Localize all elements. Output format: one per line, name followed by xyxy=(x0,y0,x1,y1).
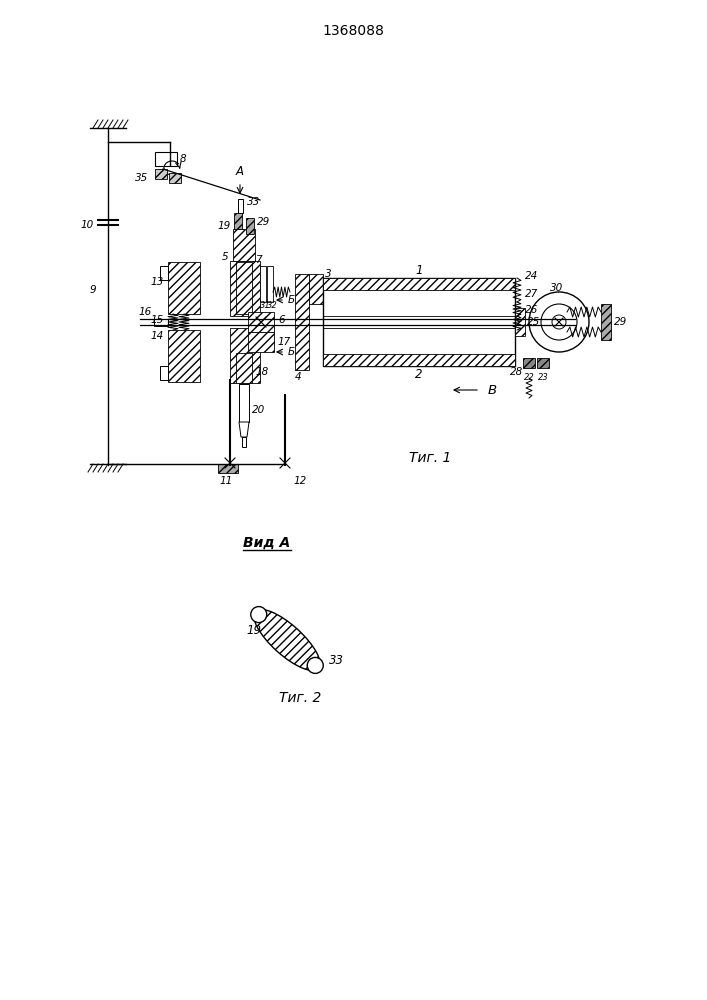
Text: 28: 28 xyxy=(510,367,523,377)
Bar xyxy=(260,266,266,302)
Text: Б: Б xyxy=(288,295,295,305)
Text: 1: 1 xyxy=(415,263,423,276)
Ellipse shape xyxy=(254,609,320,671)
Text: 12: 12 xyxy=(293,476,306,486)
Text: 32: 32 xyxy=(267,302,278,310)
Text: Τиг. 1: Τиг. 1 xyxy=(409,451,451,465)
Bar xyxy=(154,319,168,326)
Bar xyxy=(309,274,323,304)
Bar xyxy=(239,384,249,422)
Text: 4: 4 xyxy=(295,372,301,382)
Bar xyxy=(515,308,525,336)
Text: 29: 29 xyxy=(257,217,270,227)
Text: 7: 7 xyxy=(255,255,262,265)
Bar xyxy=(160,266,168,280)
Bar xyxy=(323,354,515,366)
Text: 29: 29 xyxy=(614,317,627,327)
Text: 10: 10 xyxy=(81,220,94,230)
Bar xyxy=(523,358,535,368)
Text: 13: 13 xyxy=(151,277,164,287)
Bar xyxy=(238,199,243,213)
Bar xyxy=(236,353,252,383)
Bar xyxy=(246,218,254,234)
Text: 27: 27 xyxy=(525,289,538,299)
Text: 2: 2 xyxy=(415,367,423,380)
Text: 1368088: 1368088 xyxy=(322,24,384,38)
Bar xyxy=(168,330,200,382)
Text: 24: 24 xyxy=(525,271,538,281)
Bar xyxy=(169,173,181,183)
Text: 16: 16 xyxy=(139,307,152,317)
Bar xyxy=(323,278,515,366)
Circle shape xyxy=(308,657,323,673)
Text: 5: 5 xyxy=(221,252,228,262)
Bar xyxy=(234,213,242,229)
Bar xyxy=(601,304,611,340)
Bar xyxy=(168,262,200,314)
Bar xyxy=(218,464,238,473)
Circle shape xyxy=(251,607,267,623)
Text: 15: 15 xyxy=(151,315,164,325)
Text: 23: 23 xyxy=(537,373,549,382)
Bar xyxy=(323,278,515,290)
Text: 35: 35 xyxy=(135,173,148,183)
Bar xyxy=(242,437,246,447)
Text: 33: 33 xyxy=(247,197,260,207)
Text: 25: 25 xyxy=(527,317,540,327)
Text: 8: 8 xyxy=(180,154,187,164)
Text: 9: 9 xyxy=(89,285,96,295)
Bar xyxy=(236,262,252,314)
Bar xyxy=(537,358,549,368)
Text: В: В xyxy=(488,383,497,396)
Bar xyxy=(248,312,274,332)
Text: 19: 19 xyxy=(246,624,262,637)
Bar xyxy=(248,332,274,352)
Text: Б: Б xyxy=(288,347,295,357)
Text: 19: 19 xyxy=(218,221,231,231)
Bar xyxy=(267,266,273,302)
Text: 30: 30 xyxy=(550,283,563,293)
Text: 18: 18 xyxy=(255,367,268,377)
Bar xyxy=(155,152,177,166)
Text: A: A xyxy=(236,165,244,178)
Text: 3: 3 xyxy=(325,269,332,279)
Text: 26: 26 xyxy=(525,305,538,315)
Text: Τиг. 2: Τиг. 2 xyxy=(279,691,321,705)
Bar xyxy=(233,229,255,261)
Bar xyxy=(155,169,167,179)
Text: 31: 31 xyxy=(260,302,271,310)
Bar xyxy=(230,261,260,316)
Text: 14: 14 xyxy=(151,331,164,341)
Text: 33: 33 xyxy=(329,654,344,667)
Text: 20: 20 xyxy=(252,405,265,415)
Bar xyxy=(295,274,309,370)
Text: Вид A: Вид A xyxy=(243,536,291,550)
Text: 22: 22 xyxy=(524,373,534,382)
Text: 17: 17 xyxy=(278,337,291,347)
Polygon shape xyxy=(239,422,249,437)
Bar xyxy=(230,328,260,383)
Bar xyxy=(160,366,168,380)
Text: 11: 11 xyxy=(219,476,233,486)
Text: 6: 6 xyxy=(278,315,285,325)
